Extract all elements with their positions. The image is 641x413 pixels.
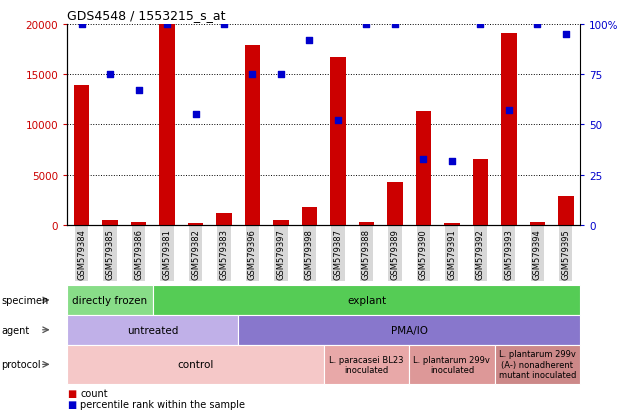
Text: explant: explant bbox=[347, 295, 386, 305]
Bar bbox=[472, 159, 488, 225]
Text: specimen: specimen bbox=[1, 295, 49, 305]
Point bbox=[333, 118, 343, 124]
Point bbox=[133, 88, 144, 94]
Text: agent: agent bbox=[1, 325, 29, 335]
Bar bbox=[216, 214, 232, 225]
Point bbox=[304, 38, 315, 44]
Bar bbox=[188, 223, 203, 225]
Bar bbox=[159, 25, 175, 225]
Point bbox=[247, 72, 258, 78]
Text: count: count bbox=[80, 389, 108, 399]
Text: GDS4548 / 1553215_s_at: GDS4548 / 1553215_s_at bbox=[67, 9, 226, 22]
Text: untreated: untreated bbox=[127, 325, 178, 335]
Text: control: control bbox=[178, 359, 213, 370]
Point bbox=[532, 21, 542, 28]
Bar bbox=[102, 221, 118, 225]
Point bbox=[362, 21, 372, 28]
Bar bbox=[558, 197, 574, 225]
Text: directly frozen: directly frozen bbox=[72, 295, 147, 305]
Text: ■: ■ bbox=[67, 399, 76, 409]
Bar bbox=[245, 46, 260, 225]
Point bbox=[447, 158, 457, 164]
Point bbox=[76, 21, 87, 28]
Bar bbox=[273, 221, 289, 225]
Bar bbox=[387, 183, 403, 225]
Bar bbox=[302, 207, 317, 225]
Point bbox=[162, 21, 172, 28]
Text: percentile rank within the sample: percentile rank within the sample bbox=[80, 399, 245, 409]
Text: L. plantarum 299v
inoculated: L. plantarum 299v inoculated bbox=[413, 355, 490, 374]
Point bbox=[105, 72, 115, 78]
Point bbox=[561, 31, 571, 38]
Bar bbox=[74, 86, 89, 225]
Text: L. paracasei BL23
inoculated: L. paracasei BL23 inoculated bbox=[329, 355, 404, 374]
Bar bbox=[415, 112, 431, 225]
Bar bbox=[444, 223, 460, 225]
Point bbox=[276, 72, 286, 78]
Bar bbox=[131, 223, 146, 225]
Point bbox=[190, 112, 201, 119]
Text: L. plantarum 299v
(A-) nonadherent
mutant inoculated: L. plantarum 299v (A-) nonadherent mutan… bbox=[499, 350, 576, 379]
Point bbox=[390, 21, 400, 28]
Text: protocol: protocol bbox=[1, 359, 41, 370]
Point bbox=[419, 156, 429, 163]
Bar bbox=[501, 34, 517, 225]
Point bbox=[504, 108, 514, 114]
Bar bbox=[529, 223, 545, 225]
Bar bbox=[358, 223, 374, 225]
Point bbox=[219, 21, 229, 28]
Point bbox=[475, 21, 485, 28]
Bar bbox=[330, 58, 345, 225]
Text: PMA/IO: PMA/IO bbox=[390, 325, 428, 335]
Text: ■: ■ bbox=[67, 389, 76, 399]
